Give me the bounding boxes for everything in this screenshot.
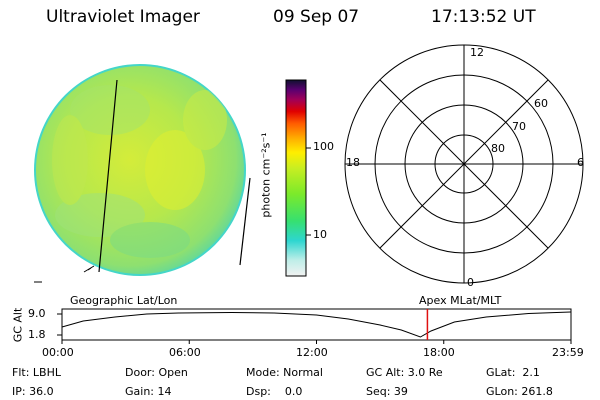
apex-caption: Apex MLat/MLT [419, 294, 502, 307]
uv-earth-image [34, 64, 246, 276]
ytick-9: 9.0 [28, 307, 46, 320]
status-glon: GLon: 261.8 [486, 385, 553, 398]
status-glat: GLat: 2.1 [486, 366, 540, 379]
colorbar-tick-100: 100 [313, 140, 334, 153]
gc-alt-axis-title: GC Alt [11, 307, 25, 343]
polar-plot [344, 44, 584, 284]
altitude-curve [61, 311, 571, 338]
status-gc-alt: GC Alt: 3.0 Re [366, 366, 443, 379]
mlt-label-18: 18 [346, 156, 360, 169]
colorbar-unit-text: photon cm⁻²s⁻¹ [259, 132, 273, 218]
mlt-label-0: 0 [467, 276, 474, 289]
lat-label-80: 80 [491, 142, 505, 155]
color-bar [285, 79, 307, 277]
status-door: Door: Open [125, 366, 188, 379]
xtick-0000: 00:00 [42, 346, 74, 359]
ytick-1-8: 1.8 [28, 328, 46, 341]
geographic-caption: Geographic Lat/Lon [70, 294, 178, 307]
mlt-label-12: 12 [470, 46, 484, 59]
time-label: 17:13:52 UT [431, 7, 536, 27]
meridian-line [98, 79, 118, 273]
mlt-label-6: 6 [577, 156, 584, 169]
status-ip: IP: 36.0 [12, 385, 54, 398]
status-mode: Mode: Normal [246, 366, 323, 379]
xtick-0600: 06:00 [169, 346, 201, 359]
app-title: Ultraviolet Imager [46, 7, 200, 27]
xtick-2359: 23:59 [552, 346, 584, 359]
date-label: 09 Sep 07 [273, 7, 360, 27]
status-flt: Flt: LBHL [12, 366, 61, 379]
xtick-1200: 12:00 [296, 346, 328, 359]
status-gain: Gain: 14 [125, 385, 172, 398]
limb-line [239, 177, 251, 266]
status-dsp: Dsp: 0.0 [246, 385, 303, 398]
status-seq: Seq: 39 [366, 385, 408, 398]
xtick-1800: 18:00 [423, 346, 455, 359]
colorbar-unit-label: photon cm⁻²s⁻¹ [260, 132, 273, 217]
timeline-frame [61, 308, 572, 341]
colorbar-tick-10: 10 [313, 228, 327, 241]
lat-label-60: 60 [534, 97, 548, 110]
lat-label-70: 70 [512, 120, 526, 133]
